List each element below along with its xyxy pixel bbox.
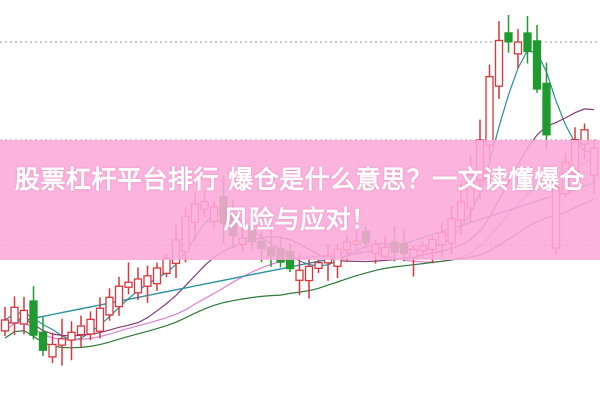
candle-up	[295, 269, 304, 281]
candle-up	[0, 319, 10, 332]
candle-up	[485, 76, 494, 146]
candle-up	[105, 296, 114, 316]
candle-down	[38, 331, 48, 351]
candle-up	[19, 309, 29, 325]
candle-up	[95, 307, 105, 332]
candle-up	[314, 261, 323, 270]
candle-up	[67, 331, 76, 341]
candle-up	[513, 41, 523, 55]
candle-up	[152, 267, 162, 285]
candle-down	[523, 32, 532, 53]
candle-up	[86, 318, 95, 335]
candle-up	[114, 285, 124, 308]
candle-down	[532, 40, 542, 90]
candle-up	[10, 306, 19, 324]
candle-down	[29, 300, 38, 336]
title-banner: 股票杠杆平台排行 爆仓是什么意思？一文读懂爆仓风险与应对！	[0, 140, 600, 260]
candle-up	[162, 257, 171, 275]
candle-up	[76, 325, 86, 336]
candle-up	[304, 265, 314, 282]
candle-up	[494, 39, 504, 87]
candle-up	[133, 278, 143, 294]
candle-down	[542, 82, 551, 136]
candle-up	[124, 281, 133, 288]
candle-up	[57, 338, 67, 346]
candle-up	[143, 275, 152, 287]
article-title: 股票杠杆平台排行 爆仓是什么意思？一文读懂爆仓风险与应对！	[14, 165, 586, 234]
candle-up	[48, 343, 57, 358]
candle-down	[504, 32, 513, 43]
